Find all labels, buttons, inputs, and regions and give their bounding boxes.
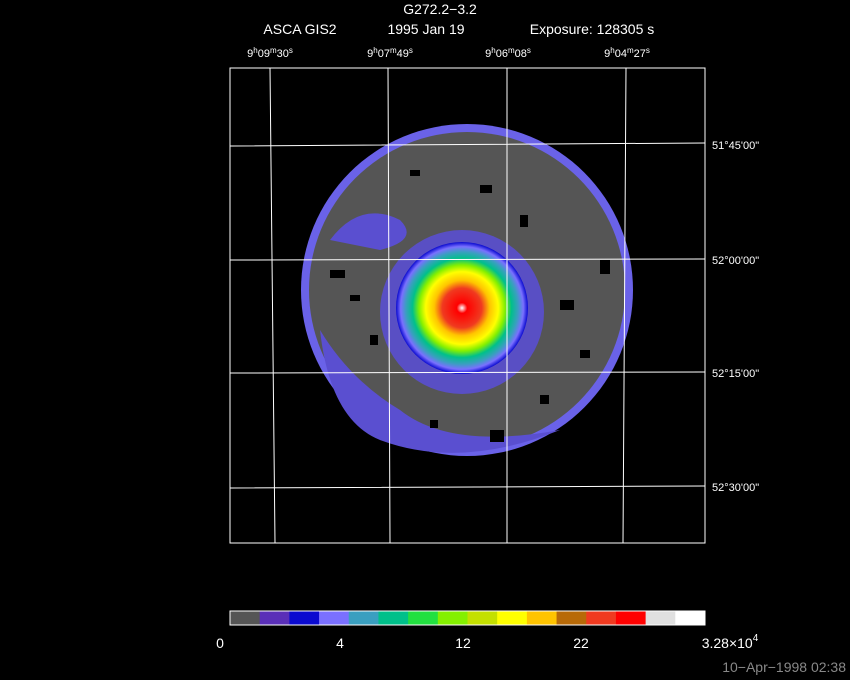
colorbar-segment — [378, 611, 409, 625]
dec-label: 52°30'00" — [712, 482, 759, 494]
colorbar-segment — [645, 611, 676, 625]
colorbar-segment — [615, 611, 647, 625]
ra-labels: 9h09m30s 9h07m49s 9h06m08s 9h04m27s — [247, 46, 650, 60]
dec-label: 52°15'00" — [712, 368, 759, 380]
colorbar-segment — [230, 611, 261, 625]
colorbar-label: 12 — [455, 635, 471, 651]
halo — [330, 213, 407, 250]
colorbar: 0 4 12 22 — [216, 610, 706, 651]
ra-label: 9h06m08s — [485, 46, 531, 60]
instrument: ASCA GIS2 — [263, 21, 336, 37]
colorbar-max-label: 3.28×104 — [702, 633, 759, 651]
dec-label: 51°45'00" — [712, 140, 759, 152]
coordinate-grid — [229, 67, 706, 544]
ra-label: 9h07m49s — [367, 46, 413, 60]
colorbar-label: 4 — [336, 635, 344, 651]
dark-spots — [330, 170, 610, 442]
colorbar-segment — [467, 611, 498, 625]
ra-label: 9h09m30s — [247, 46, 293, 60]
remnant — [396, 242, 528, 374]
dec-label: 52°00'00" — [712, 255, 759, 267]
colorbar-segment — [408, 611, 439, 625]
ra-label: 9h04m27s — [604, 46, 650, 60]
colorbar-segment — [319, 611, 350, 625]
date: 1995 Jan 19 — [387, 21, 464, 37]
timestamp: 10−Apr−1998 02:38 — [722, 659, 846, 675]
colorbar-segment — [556, 611, 587, 625]
title: G272.2−3.2 — [403, 1, 477, 17]
mantissa: 3.28×10 — [702, 635, 753, 651]
colorbar-segment — [675, 611, 706, 625]
colorbar-label: 0 — [216, 635, 224, 651]
colorbar-frame — [229, 610, 706, 626]
colorbar-segment — [586, 611, 617, 625]
colorbar-segment — [437, 611, 468, 625]
colorbar-segment — [526, 611, 558, 625]
exponent: 4 — [753, 633, 759, 644]
colorbar-segment — [289, 611, 320, 625]
halo — [320, 330, 560, 453]
exposure: Exposure: 128305 s — [530, 21, 655, 37]
dec-labels: 51°45'00" 52°00'00" 52°15'00" 52°30'00" — [712, 140, 759, 494]
colorbar-segment — [348, 611, 379, 625]
colorbar-segment — [259, 611, 290, 625]
colorbar-label: 22 — [573, 635, 589, 651]
colorbar-segment — [497, 611, 528, 625]
xray-image — [301, 124, 633, 456]
